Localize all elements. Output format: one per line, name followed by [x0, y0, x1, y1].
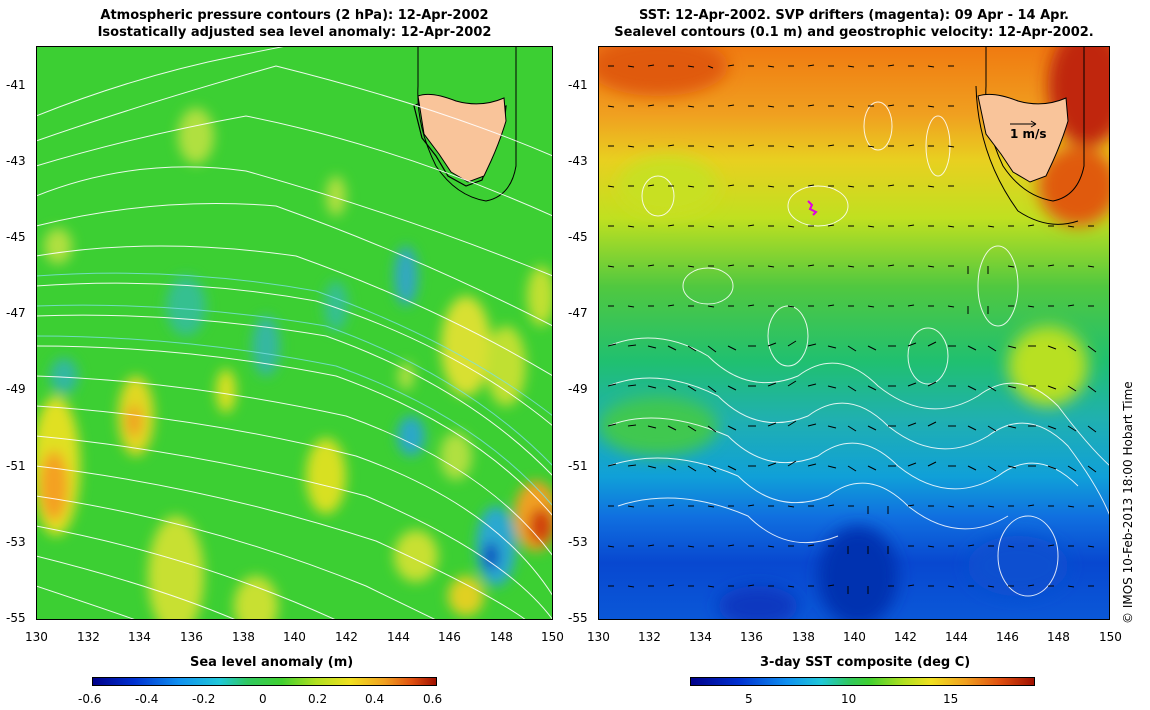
left-map-frame [36, 46, 553, 620]
pressure-contours [36, 46, 553, 620]
tasmania-landmass [417, 93, 507, 183]
lat-tick-label: -55 [6, 611, 26, 625]
sla-colorbar-tick: 0.4 [365, 692, 385, 706]
svp-drifter-track [807, 200, 818, 216]
tasmania-landmass-sst [977, 93, 1069, 183]
lon-tick-label: 146 [438, 630, 461, 644]
imos-credit: © IMOS 10-Feb-2013 18:00 Hobart Time [1121, 381, 1135, 624]
lat-tick-label: -49 [6, 382, 26, 396]
lat-tick-label: -47 [6, 306, 26, 320]
sst-colorbar-title: 3-day SST composite (deg C) [760, 655, 971, 670]
sst-colorbar-tick: 10 [841, 692, 857, 706]
lat-tick-label: -43 [568, 154, 588, 168]
sla-colorbar-tick: 0 [259, 692, 267, 706]
lat-tick-label: -45 [6, 230, 26, 244]
velocity-scale-label: 1 m/s [1010, 127, 1047, 141]
lon-tick-label: 138 [232, 630, 255, 644]
sst-map[interactable]: 1 m/s [598, 46, 1110, 620]
lat-tick-label: -51 [568, 459, 588, 473]
lon-tick-label: 144 [945, 630, 968, 644]
sla-map-svg [36, 46, 553, 620]
left-title-line1: Atmospheric pressure contours (2 hPa): 1… [100, 8, 489, 23]
lat-tick-label: -53 [6, 535, 26, 549]
sst-blobs [598, 46, 1110, 620]
lat-tick-label: -49 [568, 382, 588, 396]
sea-level-contours [607, 101, 1110, 597]
lon-tick-label: 132 [77, 630, 100, 644]
lat-tick-label: -45 [568, 230, 588, 244]
sla-colorbar-tick: -0.4 [135, 692, 159, 706]
sla-colorbar-tick: -0.6 [78, 692, 102, 706]
lon-tick-label: 148 [1047, 630, 1070, 644]
lon-tick-label: 130 [587, 630, 610, 644]
sst-map-svg: 1 m/s [598, 46, 1110, 620]
left-title-line2: Isostatically adjusted sea level anomaly… [97, 25, 492, 40]
lon-tick-label: 146 [996, 630, 1019, 644]
sst-colorbar-tick: 15 [943, 692, 959, 706]
geostrophic-velocity-vectors [607, 64, 1097, 594]
lon-tick-label: 140 [843, 630, 866, 644]
sla-blobs [36, 108, 553, 620]
lon-tick-label: 138 [792, 630, 815, 644]
right-title-line1: SST: 12-Apr-2002. SVP drifters (magenta)… [639, 8, 1069, 23]
lat-tick-label: -41 [568, 78, 588, 92]
lat-tick-label: -47 [568, 306, 588, 320]
lon-tick-label: 140 [283, 630, 306, 644]
lat-tick-label: -55 [568, 611, 588, 625]
sst-colorbar [690, 677, 1035, 686]
lon-tick-label: 136 [180, 630, 203, 644]
lon-tick-label: 132 [638, 630, 661, 644]
sla-colorbar-tick: -0.2 [192, 692, 216, 706]
sea-level-anomaly-map[interactable] [36, 46, 553, 620]
lat-tick-label: -41 [6, 78, 26, 92]
velocity-scale-arrow [1010, 120, 1037, 128]
lat-tick-label: -43 [6, 154, 26, 168]
sla-colorbar-tick: 0.6 [423, 692, 443, 706]
lon-tick-label: 150 [1099, 630, 1122, 644]
lon-tick-label: 130 [25, 630, 48, 644]
sst-colorbar-tick: 5 [745, 692, 753, 706]
lon-tick-label: 142 [335, 630, 358, 644]
lat-tick-label: -53 [568, 535, 588, 549]
sla-colorbar-title: Sea level anomaly (m) [190, 655, 354, 670]
right-title-line2: Sealevel contours (0.1 m) and geostrophi… [614, 25, 1094, 40]
right-map-frame [598, 46, 1110, 620]
lon-tick-label: 134 [128, 630, 151, 644]
lon-tick-label: 142 [894, 630, 917, 644]
lon-tick-label: 134 [689, 630, 712, 644]
sla-colorbar-tick: 0.2 [308, 692, 328, 706]
lon-tick-label: 148 [490, 630, 513, 644]
lat-tick-label: -51 [6, 459, 26, 473]
sla-colorbar [92, 677, 437, 686]
lon-tick-label: 136 [740, 630, 763, 644]
lon-tick-label: 150 [541, 630, 564, 644]
lon-tick-label: 144 [387, 630, 410, 644]
